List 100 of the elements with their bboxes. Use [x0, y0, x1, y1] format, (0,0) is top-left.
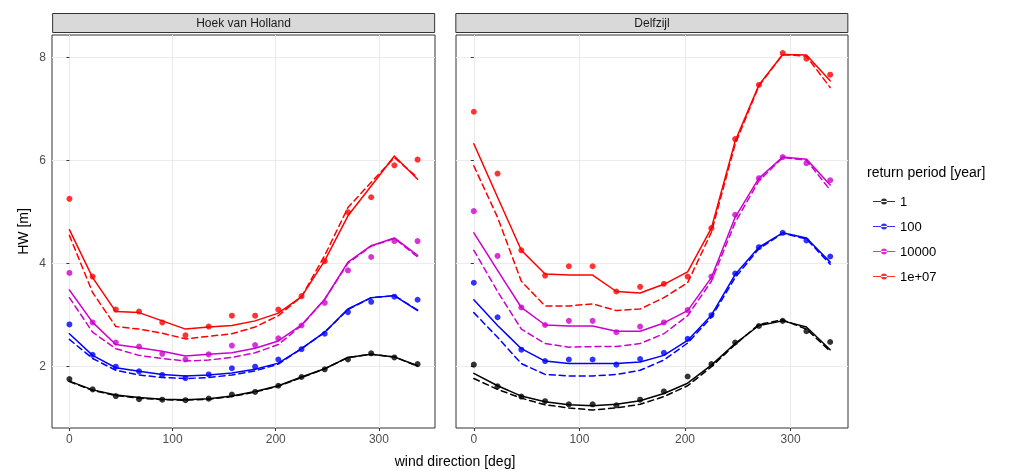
point — [732, 136, 739, 143]
point — [89, 351, 96, 358]
point — [182, 375, 189, 382]
point — [275, 335, 282, 342]
point — [708, 273, 715, 280]
point — [660, 280, 667, 287]
point — [321, 366, 328, 373]
point — [136, 308, 143, 315]
legend-label: 1e+07 — [900, 269, 937, 284]
point — [565, 263, 572, 270]
point — [660, 319, 667, 326]
y-tick-label: 4 — [39, 256, 47, 271]
point — [542, 321, 549, 328]
point — [414, 361, 421, 368]
point — [228, 342, 235, 349]
point — [803, 160, 810, 167]
y-axis-title: HW [m] — [15, 208, 31, 255]
point — [182, 397, 189, 404]
point — [732, 270, 739, 277]
point — [542, 272, 549, 279]
point — [708, 312, 715, 319]
point — [89, 386, 96, 393]
point — [66, 195, 73, 202]
chart-title: Delfzijl — [634, 16, 670, 30]
point — [708, 225, 715, 232]
point — [660, 388, 667, 395]
legend-label: 1 — [900, 194, 908, 209]
point — [159, 350, 166, 357]
y-tick-label: 6 — [39, 153, 47, 168]
point — [344, 309, 351, 316]
x-tick-label: 0 — [470, 432, 478, 446]
point — [321, 299, 328, 306]
point — [66, 376, 73, 383]
point — [298, 293, 305, 300]
x-tick-label: 100 — [569, 432, 590, 446]
legend-label: 10000 — [900, 244, 937, 259]
point — [182, 332, 189, 339]
point — [159, 319, 166, 326]
point — [391, 354, 398, 361]
point — [205, 395, 212, 402]
point — [827, 177, 834, 184]
point — [368, 298, 375, 305]
point — [391, 293, 398, 300]
point — [136, 396, 143, 403]
point — [414, 296, 421, 303]
point — [136, 368, 143, 375]
point — [205, 371, 212, 378]
legend-label: 100 — [900, 219, 922, 234]
point — [565, 401, 572, 408]
point — [391, 162, 398, 169]
point — [755, 244, 762, 251]
point — [344, 267, 351, 274]
point — [518, 393, 525, 400]
point — [494, 314, 501, 321]
point — [252, 342, 259, 349]
point — [589, 317, 596, 324]
point — [136, 343, 143, 350]
point — [368, 194, 375, 201]
point — [112, 363, 119, 370]
point — [613, 361, 620, 368]
point — [228, 365, 235, 372]
point — [660, 349, 667, 356]
point — [613, 288, 620, 295]
point — [182, 356, 189, 363]
point — [827, 253, 834, 260]
point — [470, 108, 477, 115]
point — [252, 363, 259, 370]
point — [589, 356, 596, 363]
point — [565, 317, 572, 324]
x-tick-label: 300 — [368, 432, 390, 446]
point — [565, 356, 572, 363]
point — [637, 396, 644, 403]
point — [205, 351, 212, 358]
point — [252, 388, 259, 395]
point — [112, 306, 119, 313]
point — [613, 402, 620, 409]
point — [684, 373, 691, 380]
point — [637, 323, 644, 330]
point — [684, 335, 691, 342]
point — [755, 175, 762, 182]
point — [755, 323, 762, 330]
point — [684, 273, 691, 280]
point — [827, 71, 834, 78]
y-tick-label: 2 — [39, 359, 47, 374]
point — [589, 401, 596, 408]
point — [368, 350, 375, 357]
point — [89, 273, 96, 280]
point — [159, 371, 166, 378]
point — [684, 307, 691, 314]
point — [66, 269, 73, 276]
point — [344, 209, 351, 216]
point — [613, 329, 620, 336]
point — [542, 358, 549, 365]
point — [803, 328, 810, 335]
point — [637, 283, 644, 290]
point — [470, 279, 477, 286]
point — [414, 238, 421, 245]
x-tick-label: 100 — [162, 432, 183, 446]
point — [494, 252, 501, 259]
point — [637, 355, 644, 362]
